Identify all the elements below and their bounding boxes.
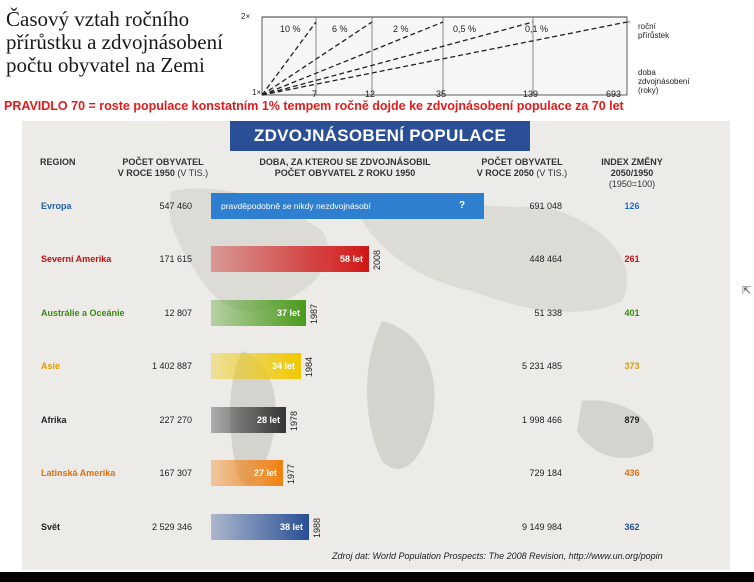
doubling-time-bar [211, 514, 309, 540]
europe-doubling-bar [211, 193, 484, 219]
bar-label: 37 let [276, 308, 300, 318]
pop-1950-value: 12 807 [164, 308, 192, 318]
index-value: 126 [624, 201, 640, 211]
bottom-black-strip [0, 572, 754, 582]
page-heading: Časový vztah ročního přírůstku a zdvojná… [6, 8, 241, 77]
col-region-header: REGION [40, 157, 76, 167]
doubling-time-bar [211, 353, 301, 379]
year-label: 139 [523, 89, 539, 99]
index-value: 436 [624, 468, 640, 478]
col-index-line2: 2050/1950 [610, 168, 654, 178]
rate-label: 6 % [332, 24, 348, 34]
year-label: 35 [436, 89, 447, 99]
col-pop1950-unit: (V TIS.) [177, 168, 209, 178]
legend-time-3: (roky) [638, 86, 659, 95]
bar-label: 34 let [271, 361, 295, 371]
region-name: Austrálie a Oceánie [41, 308, 125, 318]
rate-label: 0,5 % [453, 24, 477, 34]
col-pop1950-line2: V ROCE 1950 (V TIS.) [108, 168, 218, 179]
index-value: 401 [624, 308, 640, 318]
col-time-line2: POČET OBYVATEL Z ROKU 1950 [274, 168, 416, 178]
rate-label: 2 % [393, 24, 409, 34]
population-doubling-panel: ZDVOJNÁSOBENÍ POPULACE REGION POČET OBYV… [22, 121, 730, 570]
col-pop2050-label: V ROCE 2050 [476, 168, 534, 178]
col-pop2050-header: POČET OBYVATEL V ROCE 2050 (V TIS.) [462, 157, 582, 179]
doubling-time-bar [211, 300, 306, 326]
doubling-diagram: 2× 1× 10 % 6 % 2 % 0,5 % 0,1 % 7 12 35 1… [238, 8, 748, 99]
region-name: Svět [41, 522, 61, 532]
bar-label: 28 let [256, 415, 280, 425]
origin-label: 1× [252, 88, 262, 97]
col-index-header: INDEX ZMĚNY 2050/1950 (1950=100) [587, 157, 677, 190]
rate-label: 10 % [280, 24, 301, 34]
doubling-year: 1988 [312, 517, 322, 538]
rate-label: 0,1 % [525, 24, 549, 34]
pop-2050-value: 5 231 485 [521, 361, 562, 371]
doubling-time-bar [211, 246, 369, 272]
pop-1950-value: 547 460 [159, 201, 192, 211]
index-value: 373 [624, 361, 640, 371]
region-name: Latinská Amerika [41, 468, 116, 478]
doubling-year: 1984 [304, 356, 314, 377]
col-pop1950-header: POČET OBYVATEL V ROCE 1950 (V TIS.) [108, 157, 218, 179]
year-label: 693 [606, 89, 622, 99]
bar-label: 27 let [253, 468, 277, 478]
poster-title: ZDVOJNÁSOBENÍ POPULACE [230, 121, 530, 151]
region-name: Evropa [41, 201, 72, 211]
legend-rate-2: přírůstek [638, 31, 670, 40]
col-pop2050-line1: POČET OBYVATEL [481, 157, 563, 167]
heading-line-3: počtu obyvatel na Zemi [6, 53, 205, 77]
heading-line-2: přírůstku a zdvojnásobení [6, 30, 223, 54]
region-name: Asie [41, 361, 61, 371]
doubling-year: 1978 [289, 410, 299, 431]
pop-2050-value: 691 048 [529, 201, 562, 211]
pop-1950-value: 1 402 887 [151, 361, 192, 371]
pop-2050-value: 1 998 466 [521, 415, 562, 425]
pop-1950-value: 167 307 [159, 468, 192, 478]
col-pop1950-line1: POČET OBYVATEL [122, 157, 204, 167]
source-note: Zdroj dat: World Population Prospects: T… [332, 551, 663, 561]
pop-2050-value: 448 464 [529, 254, 562, 264]
rule-70-text: PRAVIDLO 70 = roste populace konstatním … [4, 99, 624, 113]
doubling-diagram-svg [261, 16, 630, 96]
index-value: 362 [624, 522, 640, 532]
legend-time-1: doba [638, 68, 656, 77]
pop-1950-value: 2 529 346 [151, 522, 192, 532]
doubling-time-bar [211, 407, 286, 433]
doubling-year: 1987 [309, 303, 319, 324]
region-name: Severní Amerika [41, 254, 112, 264]
col-index-line1: INDEX ZMĚNY [601, 157, 663, 167]
col-pop1950-label: V ROCE 1950 [117, 168, 175, 178]
pop-2050-value: 9 149 984 [521, 522, 562, 532]
legend-time-2: zdvojnásobení [638, 77, 690, 86]
pop-1950-value: 227 270 [159, 415, 192, 425]
mouse-cursor-icon: ⇱ [742, 285, 752, 297]
legend-rate-1: roční [638, 22, 656, 31]
index-value: 879 [624, 415, 640, 425]
bar-label: 58 let [339, 254, 363, 264]
col-index-line3: (1950=100) [608, 179, 656, 189]
col-time-header: DOBA, ZA KTEROU SE ZDVOJNÁSOBIL POČET OB… [230, 157, 460, 179]
year-label: 12 [365, 89, 376, 99]
pop-2050-value: 51 338 [534, 308, 562, 318]
europe-question-mark: ? [459, 200, 466, 211]
doubling-time-bar [211, 460, 283, 486]
col-pop2050-line2: V ROCE 2050 (V TIS.) [462, 168, 582, 179]
bar-label: 38 let [279, 522, 303, 532]
col-pop2050-unit: (V TIS.) [536, 168, 568, 178]
pop-2050-value: 729 184 [529, 468, 562, 478]
y-label-2x: 2× [241, 12, 251, 21]
doubling-year: 2008 [372, 249, 382, 270]
year-label: 7 [312, 89, 318, 99]
doubling-year: 1977 [286, 463, 296, 484]
europe-note: pravděpodobně se nikdy nezdvojnásobí [221, 201, 371, 211]
pop-1950-value: 171 615 [159, 254, 192, 264]
col-time-line1: DOBA, ZA KTEROU SE ZDVOJNÁSOBIL [259, 157, 431, 167]
heading-line-1: Časový vztah ročního [6, 7, 190, 31]
region-name: Afrika [41, 415, 67, 425]
index-value: 261 [624, 254, 640, 264]
